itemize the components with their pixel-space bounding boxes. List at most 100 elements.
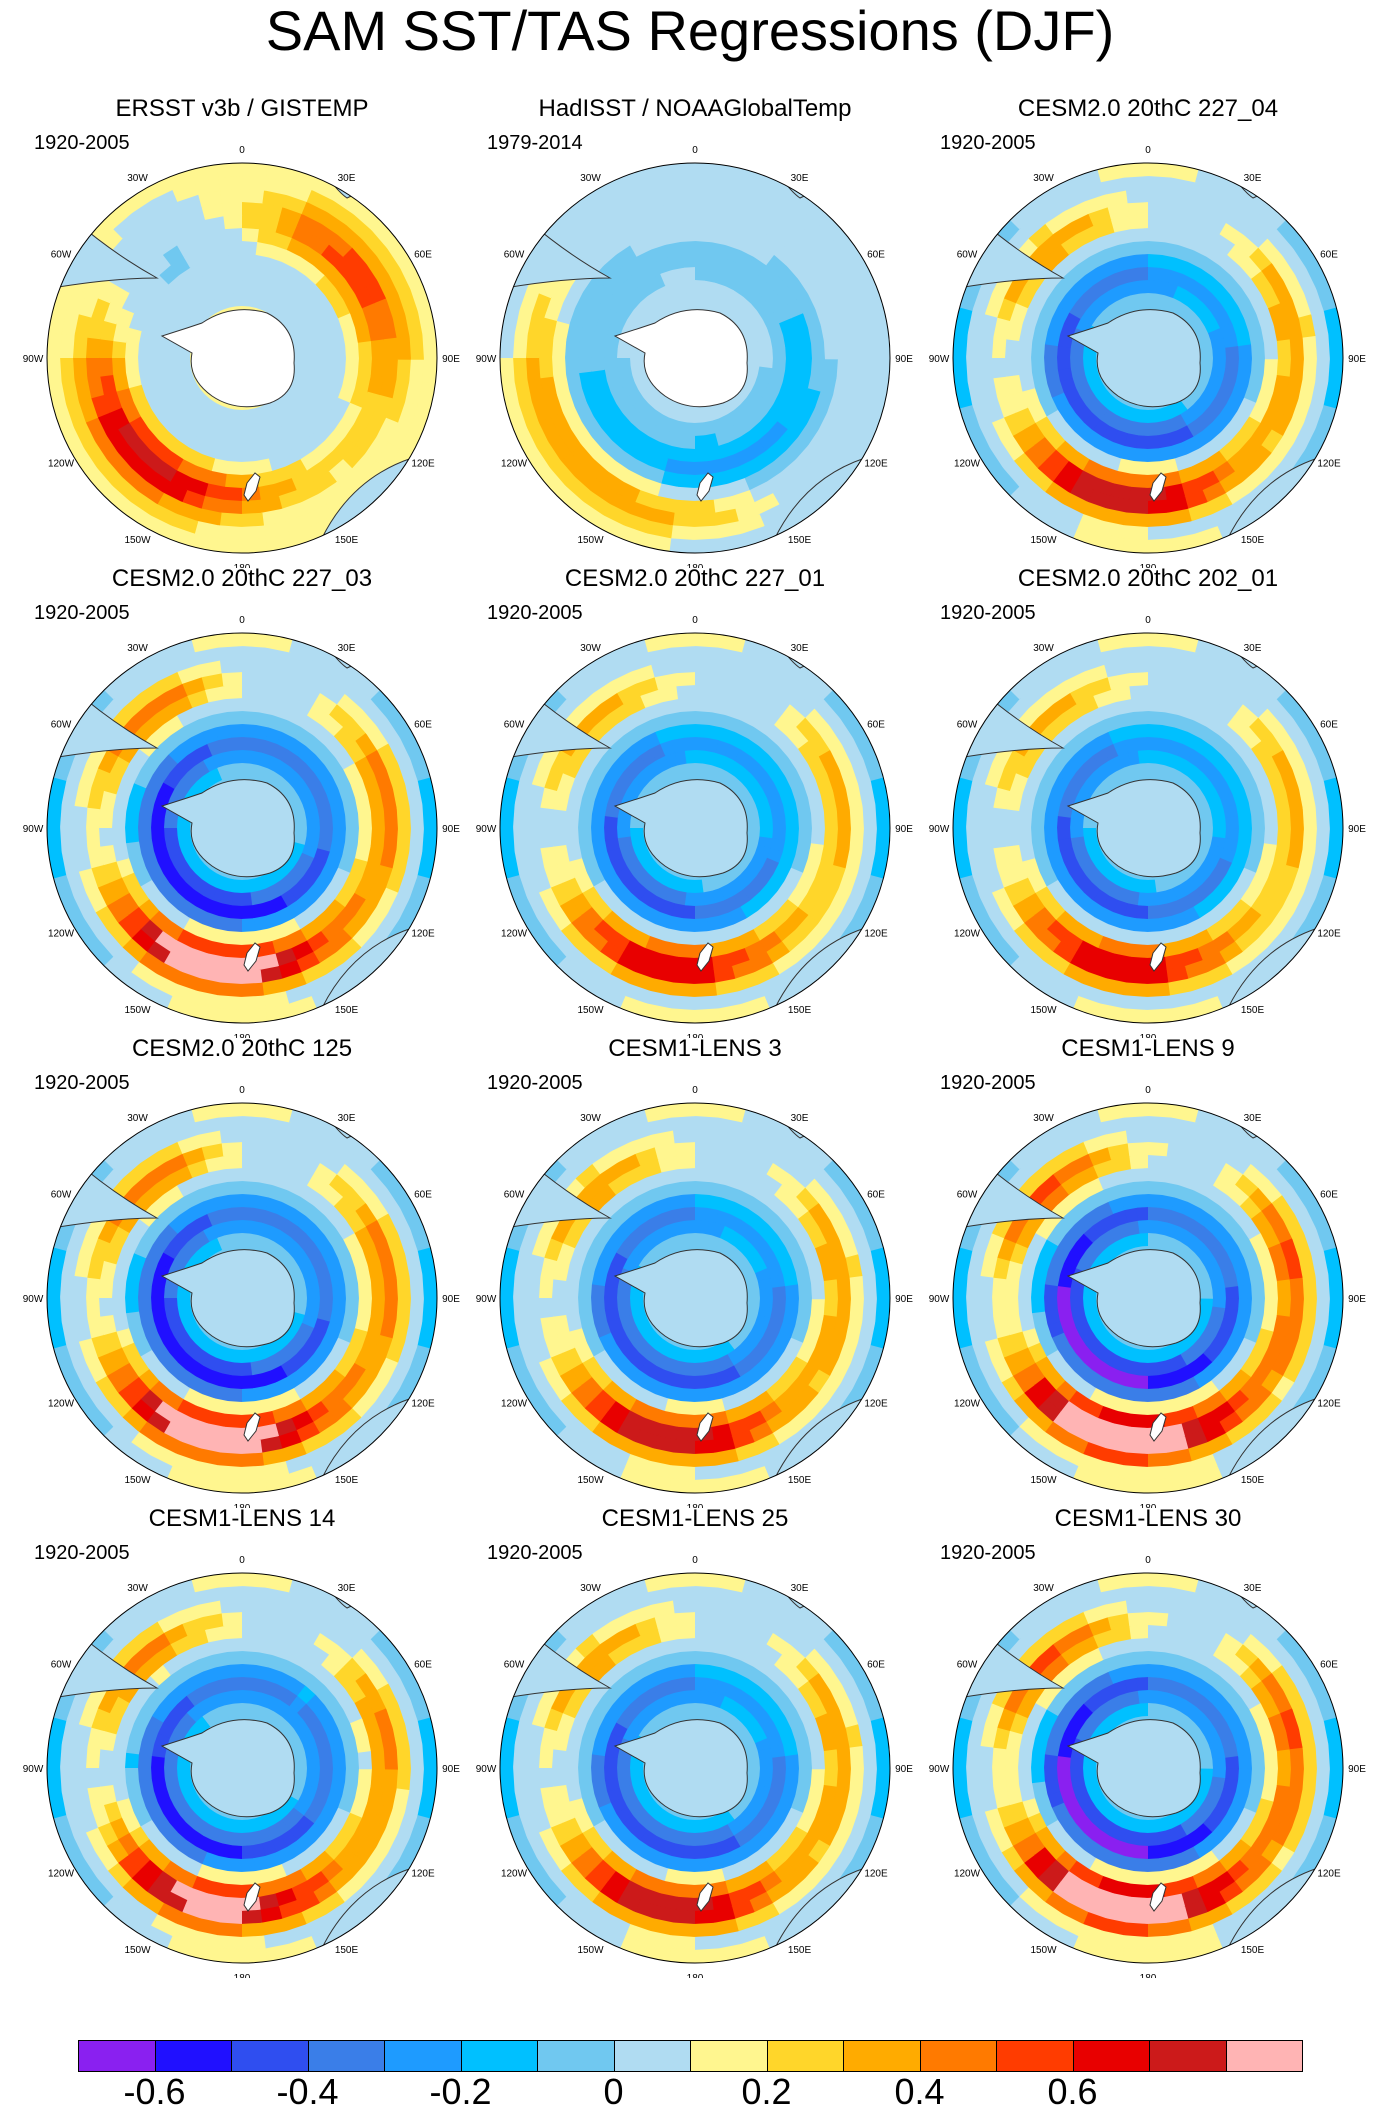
longitude-label: 30W: [580, 643, 601, 654]
longitude-label: 60E: [414, 720, 432, 731]
colorbar-tick-label: 0: [603, 2072, 623, 2112]
longitude-label: 120W: [48, 1869, 75, 1880]
longitude-label: 30E: [791, 643, 809, 654]
colorbar-swatch: [767, 2040, 845, 2072]
longitude-label: 30W: [580, 173, 601, 184]
longitude-label: 120W: [501, 459, 528, 470]
longitude-label: 120E: [864, 1869, 888, 1880]
longitude-label: 150W: [1030, 535, 1057, 546]
panel-title: CESM2.0 20thC 227_01: [475, 565, 915, 593]
colorbar-swatch: [1149, 2040, 1227, 2072]
polar-map: 030E60E90E120E150E180150W120W90W60W30W: [22, 143, 462, 568]
longitude-label: 0: [1145, 615, 1151, 626]
longitude-label: 0: [1145, 1555, 1151, 1566]
polar-map: 030E60E90E120E150E180150W120W90W60W30W: [22, 613, 462, 1038]
panel-title: HadISST / NOAAGlobalTemp: [475, 95, 915, 123]
longitude-label: 90W: [929, 354, 950, 365]
longitude-label: 60E: [867, 1190, 885, 1201]
longitude-label: 30W: [127, 1113, 148, 1124]
longitude-label: 0: [1145, 1085, 1151, 1096]
panel-title: CESM2.0 20thC 227_04: [928, 95, 1368, 123]
colorbar-swatch: [996, 2040, 1074, 2072]
longitude-label: 90W: [23, 1294, 44, 1305]
longitude-label: 150E: [335, 535, 359, 546]
longitude-label: 60E: [867, 1660, 885, 1671]
colorbar-tick-label: -0.4: [276, 2072, 338, 2112]
longitude-label: 30E: [1244, 643, 1262, 654]
regression-field: [475, 143, 915, 568]
longitude-label: 120E: [1317, 929, 1341, 940]
longitude-label: 90E: [1348, 354, 1366, 365]
polar-map: 030E60E90E120E150E180150W120W90W60W30W: [22, 1083, 462, 1508]
colorbar-swatch: [1073, 2040, 1151, 2072]
longitude-label: 60E: [414, 1660, 432, 1671]
panel-title: ERSST v3b / GISTEMP: [22, 95, 462, 123]
longitude-label: 90E: [1348, 1764, 1366, 1775]
longitude-label: 180: [1140, 1973, 1157, 1978]
longitude-label: 90E: [442, 354, 460, 365]
longitude-label: 150E: [788, 535, 812, 546]
colorbar-swatch: [461, 2040, 539, 2072]
regression-field: [475, 1553, 915, 1978]
polar-map: 030E60E90E120E150E180150W120W90W60W30W: [475, 1083, 915, 1508]
colorbar-swatch: [690, 2040, 768, 2072]
colorbar-tick-label: -0.6: [123, 2072, 185, 2112]
longitude-label: 90E: [895, 1764, 913, 1775]
longitude-label: 150E: [1241, 1945, 1265, 1956]
figure-title: SAM SST/TAS Regressions (DJF): [0, 0, 1380, 62]
polar-map: 030E60E90E120E150E180150W120W90W60W30W: [475, 1553, 915, 1978]
colorbar-swatch: [1226, 2040, 1304, 2072]
longitude-label: 120W: [48, 1399, 75, 1410]
longitude-label: 120W: [954, 1869, 981, 1880]
panel-title: CESM1-LENS 9: [928, 1035, 1368, 1063]
colorbar-tick-label: 0.4: [894, 2072, 944, 2112]
longitude-label: 30E: [1244, 173, 1262, 184]
longitude-label: 150E: [335, 1945, 359, 1956]
longitude-label: 30E: [338, 1113, 356, 1124]
longitude-label: 60W: [504, 1660, 525, 1671]
longitude-label: 150E: [1241, 1005, 1265, 1016]
longitude-label: 30W: [580, 1113, 601, 1124]
longitude-label: 30W: [1033, 173, 1054, 184]
longitude-label: 30E: [338, 173, 356, 184]
longitude-label: 150E: [788, 1005, 812, 1016]
longitude-label: 60W: [957, 1660, 978, 1671]
longitude-label: 150E: [788, 1945, 812, 1956]
longitude-label: 0: [692, 1555, 698, 1566]
longitude-label: 90E: [895, 1294, 913, 1305]
longitude-label: 30E: [338, 643, 356, 654]
longitude-label: 60W: [51, 1190, 72, 1201]
longitude-label: 120E: [411, 1869, 435, 1880]
longitude-label: 120W: [48, 929, 75, 940]
polar-map: 030E60E90E120E150E180150W120W90W60W30W: [928, 1083, 1368, 1508]
colorbar-swatch: [843, 2040, 921, 2072]
longitude-label: 30E: [791, 1583, 809, 1594]
longitude-label: 60E: [414, 250, 432, 261]
longitude-label: 60E: [1320, 1660, 1338, 1671]
colorbar-swatch: [308, 2040, 386, 2072]
longitude-label: 150W: [124, 1475, 151, 1486]
longitude-label: 120E: [1317, 1869, 1341, 1880]
longitude-label: 60W: [957, 250, 978, 261]
longitude-label: 150W: [577, 1005, 604, 1016]
longitude-label: 120E: [411, 1399, 435, 1410]
longitude-label: 0: [239, 1085, 245, 1096]
longitude-label: 60E: [1320, 720, 1338, 731]
longitude-label: 60E: [867, 720, 885, 731]
longitude-label: 0: [692, 145, 698, 156]
longitude-label: 150E: [1241, 1475, 1265, 1486]
colorbar-swatch: [537, 2040, 615, 2072]
regression-field: [22, 143, 462, 568]
longitude-label: 90E: [442, 824, 460, 835]
longitude-label: 120E: [411, 459, 435, 470]
longitude-label: 90E: [895, 824, 913, 835]
longitude-label: 120W: [48, 459, 75, 470]
panel-title: CESM2.0 20thC 125: [22, 1035, 462, 1063]
colorbar: [78, 2040, 1302, 2074]
